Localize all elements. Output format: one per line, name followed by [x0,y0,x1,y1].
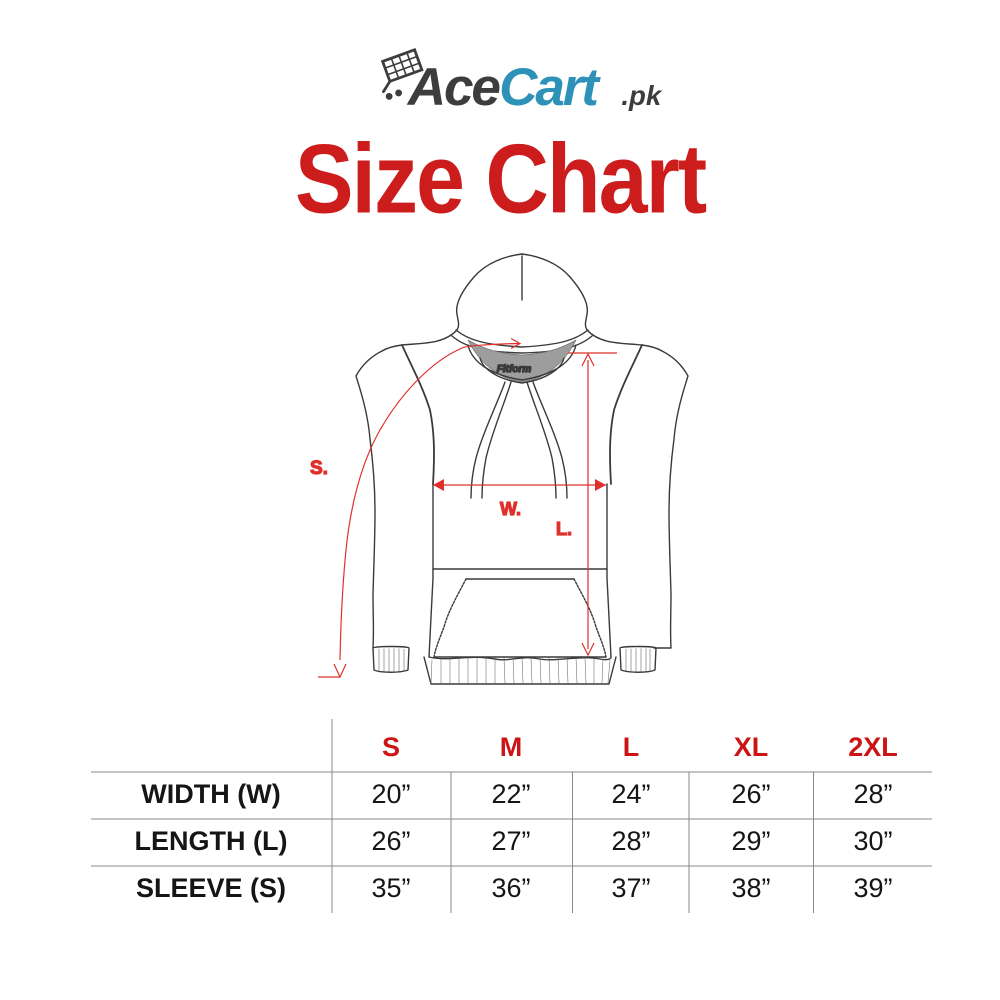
svg-text:37”: 37” [611,873,650,903]
svg-text:S.: S. [310,458,328,479]
svg-text:20”: 20” [371,779,410,809]
svg-text:36”: 36” [491,873,530,903]
svg-text:29”: 29” [731,826,770,856]
svg-text:24”: 24” [611,779,650,809]
svg-text:LENGTH (L): LENGTH (L) [135,826,288,856]
svg-text:26”: 26” [731,779,770,809]
svg-text:WIDTH (W): WIDTH (W) [141,779,280,809]
svg-text:27”: 27” [491,826,530,856]
svg-text:S: S [382,732,400,762]
svg-text:28”: 28” [853,779,892,809]
svg-text:30”: 30” [853,826,892,856]
svg-text:38”: 38” [731,873,770,903]
svg-text:L: L [623,732,640,762]
svg-text:Fitform: Fitform [497,364,532,375]
svg-text:35”: 35” [371,873,410,903]
svg-text:22”: 22” [491,779,530,809]
svg-text:W.: W. [500,499,521,519]
svg-text:2XL: 2XL [848,732,898,762]
svg-text:M: M [500,732,523,762]
svg-text:26”: 26” [371,826,410,856]
svg-text:39”: 39” [853,873,892,903]
svg-text:L.: L. [556,519,572,539]
svg-text:SLEEVE (S): SLEEVE (S) [136,873,286,903]
svg-text:XL: XL [734,732,769,762]
svg-text:28”: 28” [611,826,650,856]
